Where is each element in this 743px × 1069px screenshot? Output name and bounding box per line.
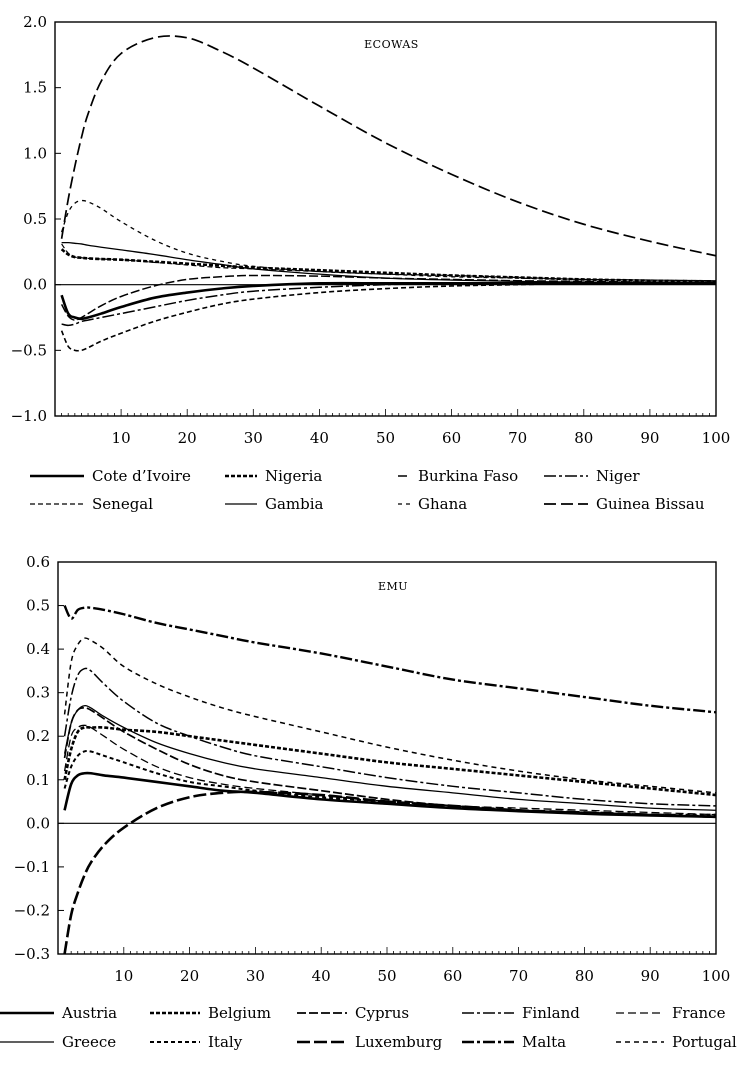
legend-label-ghana: Ghana	[418, 495, 467, 513]
plot-frame	[57, 561, 717, 955]
legend-label-senegal: Senegal	[92, 495, 153, 513]
y-tick-label: 0.4	[26, 640, 50, 658]
legend-label-luxemburg: Luxemburg	[355, 1033, 443, 1051]
x-tick-label: 90	[640, 429, 659, 447]
x-tick-label: 20	[180, 967, 199, 985]
y-tick-label: −0.1	[14, 858, 50, 876]
y-tick-label: 0.6	[26, 553, 50, 571]
y-tick-label: −0.5	[11, 341, 47, 359]
y-tick-label: 0.5	[23, 210, 47, 228]
x-tick-label: 60	[442, 429, 461, 447]
x-tick-label: 80	[575, 967, 594, 985]
series-line-finland	[63, 667, 716, 807]
x-tick-label: 20	[178, 429, 197, 447]
series-line-italy	[63, 749, 716, 816]
legend-label-cote-d-ivoire: Cote d’Ivoire	[92, 467, 191, 485]
legend-label-cyprus: Cyprus	[355, 1004, 409, 1022]
x-tick-label: 50	[377, 967, 396, 985]
legend-label-italy: Italy	[208, 1033, 243, 1051]
legend-label-portugal: Portugal	[672, 1033, 737, 1051]
x-tick-label: 40	[312, 967, 331, 985]
chart-panel-1: −1.0 −0.5 0.0 0.5 1.0 1.5 2.0 10 20 30 40 50 60 70 80 9…	[11, 13, 731, 513]
series-line-guinea-bissau	[60, 35, 716, 257]
chart-title: EMU	[378, 580, 408, 593]
x-tick-label: 40	[310, 429, 329, 447]
y-tick-label: 0.2	[26, 727, 50, 745]
x-tick-label: 60	[443, 967, 462, 985]
x-tick-label: 100	[702, 429, 731, 447]
y-tick-label: 0.0	[23, 276, 47, 294]
x-tick-label: 80	[574, 429, 593, 447]
series-line-unlabeled-8	[60, 282, 716, 352]
legend-label-austria: Austria	[61, 1004, 117, 1022]
series-line-malta	[63, 605, 716, 714]
series-line-greece	[63, 704, 716, 811]
chart-panel-2: −0.3 −0.2 −0.1 0.0 0.1 0.2 0.3 0.4 0.5 0.6 10 20 30 4…	[0, 553, 737, 1051]
legend-label-niger: Niger	[596, 467, 640, 485]
series-line-france	[63, 724, 716, 816]
y-tick-label: 0.0	[26, 814, 50, 832]
series-line-nigeria	[60, 248, 716, 284]
legend-label-greece: Greece	[62, 1033, 116, 1051]
legend-label-malta: Malta	[522, 1033, 566, 1051]
legend-label-guinea-bissau: Guinea Bissau	[596, 495, 705, 513]
series-line-portugal	[63, 637, 716, 794]
x-tick-label: 90	[641, 967, 660, 985]
legend-label-burkina-faso: Burkina Faso	[418, 467, 518, 485]
plot-frame	[54, 21, 717, 417]
series-line-austria	[63, 771, 716, 819]
x-tick-label: 70	[509, 967, 528, 985]
y-tick-label: 0.5	[26, 597, 50, 615]
series-line-ghana	[60, 199, 716, 282]
x-tick-label: 70	[508, 429, 527, 447]
legend-label-finland: Finland	[522, 1004, 580, 1022]
y-tick-label: 1.5	[23, 79, 47, 97]
x-tick-label: 50	[376, 429, 395, 447]
series-line-luxemburg	[63, 790, 716, 954]
y-tick-label: −0.2	[14, 901, 50, 919]
y-tick-label: −1.0	[11, 407, 47, 425]
x-tick-label: 10	[112, 429, 131, 447]
y-tick-label: 0.1	[26, 771, 50, 789]
y-tick-label: 2.0	[23, 13, 47, 31]
legend-label-gambia: Gambia	[265, 495, 324, 513]
y-tick-label: 0.3	[26, 684, 50, 702]
x-tick-label: 10	[114, 967, 133, 985]
chart-title: ECOWAS	[364, 38, 419, 51]
series-line-senegal	[61, 243, 716, 282]
series-line-gambia	[61, 241, 716, 284]
y-tick-label: −0.3	[14, 945, 50, 963]
y-tick-label: 1.0	[23, 144, 47, 162]
x-tick-label: 30	[246, 967, 265, 985]
x-tick-label: 30	[244, 429, 263, 447]
legend-label-belgium: Belgium	[208, 1004, 271, 1022]
legend-label-nigeria: Nigeria	[265, 467, 322, 485]
series-line-burkina-faso	[60, 274, 716, 321]
series-line-belgium	[63, 725, 716, 797]
legend-label-france: France	[672, 1004, 726, 1022]
x-tick-label: 100	[702, 967, 731, 985]
series-line-niger	[61, 282, 716, 327]
